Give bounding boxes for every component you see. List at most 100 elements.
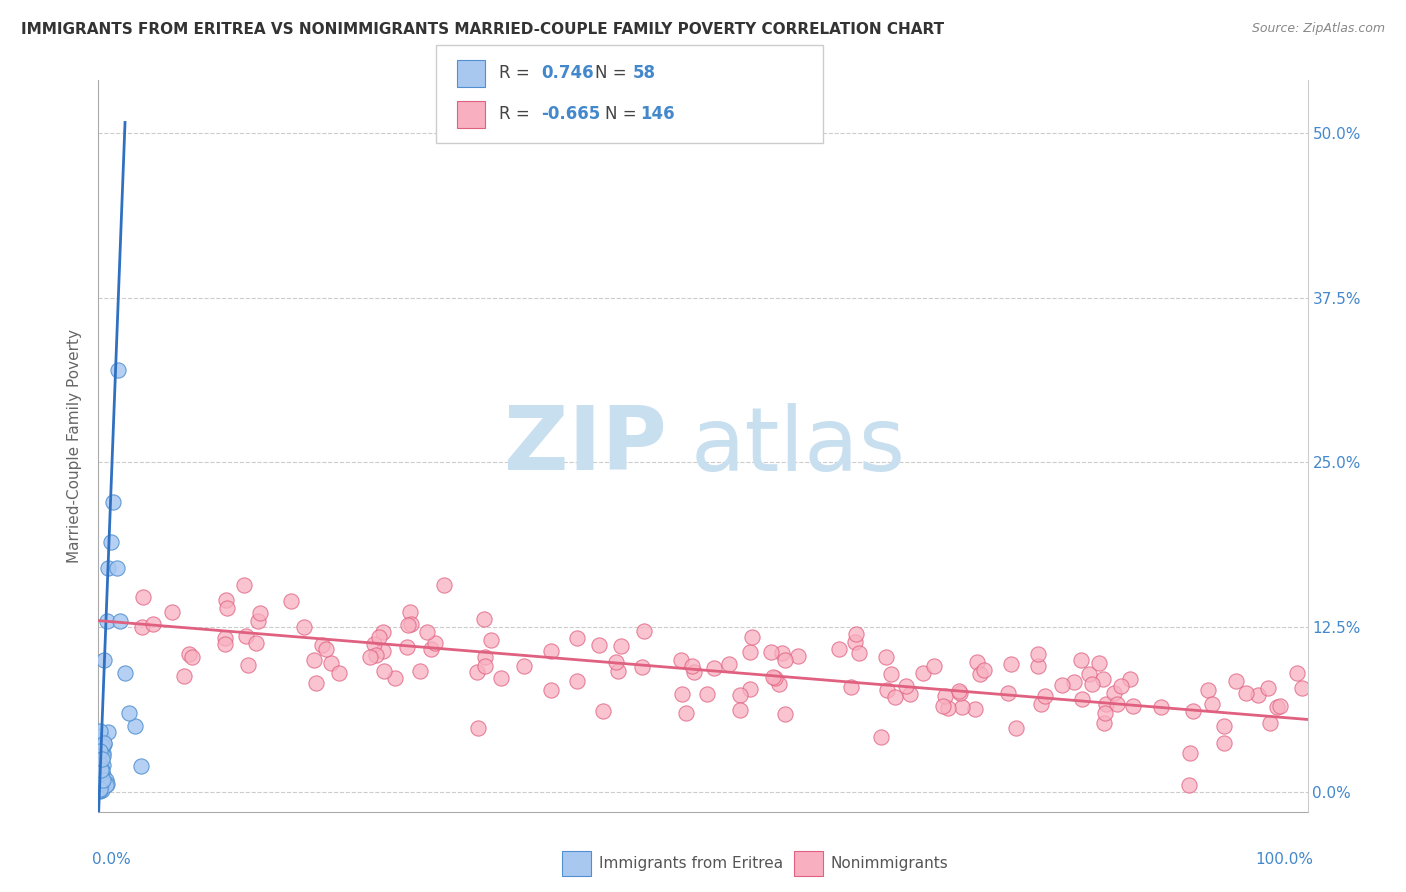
Point: [696, 687, 718, 701]
Point: [89, 765, 111, 780]
Point: [513, 658, 536, 673]
Point: [491, 672, 513, 686]
Point: [1070, 653, 1092, 667]
Point: [373, 664, 395, 678]
Text: -0.665: -0.665: [541, 105, 600, 123]
Point: [1109, 679, 1132, 693]
Point: [1026, 658, 1049, 673]
Point: [247, 615, 270, 629]
Point: [214, 637, 236, 651]
Point: [90, 763, 112, 777]
Point: [87, 756, 110, 770]
Point: [90, 763, 112, 777]
Point: [1095, 698, 1118, 712]
Point: [479, 632, 502, 647]
Point: [179, 648, 201, 662]
Point: [567, 632, 589, 646]
Point: [1201, 698, 1223, 712]
Text: Immigrants from Eritrea: Immigrants from Eritrea: [599, 856, 783, 871]
Point: [738, 681, 761, 696]
Point: [90, 739, 112, 754]
Point: [924, 659, 946, 673]
Point: [876, 683, 898, 698]
Point: [90, 730, 112, 744]
Point: [1268, 699, 1291, 714]
Point: [91, 746, 114, 760]
Point: [592, 704, 614, 718]
Point: [1257, 681, 1279, 695]
Y-axis label: Married-Couple Family Poverty: Married-Couple Family Poverty: [67, 329, 83, 563]
Point: [848, 646, 870, 660]
Text: R =: R =: [499, 64, 536, 82]
Point: [363, 637, 385, 651]
Point: [105, 561, 128, 575]
Point: [681, 658, 703, 673]
Point: [364, 648, 387, 662]
Point: [768, 677, 790, 691]
Point: [1260, 715, 1282, 730]
Point: [1150, 700, 1173, 714]
Point: [305, 676, 328, 690]
Point: [371, 643, 394, 657]
Point: [304, 652, 326, 666]
Point: [96, 778, 118, 792]
Point: [96, 777, 118, 791]
Point: [89, 761, 111, 775]
Point: [160, 605, 183, 619]
Point: [89, 756, 111, 771]
Point: [90, 766, 112, 780]
Text: 0.746: 0.746: [541, 64, 593, 82]
Text: N =: N =: [595, 64, 631, 82]
Point: [108, 614, 131, 628]
Point: [467, 665, 489, 679]
Point: [728, 688, 751, 702]
Point: [474, 650, 496, 665]
Point: [787, 649, 810, 664]
Text: 58: 58: [633, 64, 655, 82]
Point: [1177, 778, 1199, 792]
Point: [938, 701, 960, 715]
Text: N =: N =: [605, 105, 641, 123]
Point: [741, 630, 763, 644]
Point: [1285, 666, 1308, 681]
Point: [373, 625, 395, 640]
Point: [384, 671, 406, 685]
Point: [1122, 699, 1144, 714]
Point: [1102, 685, 1125, 699]
Point: [91, 773, 114, 788]
Point: [1081, 676, 1104, 690]
Point: [770, 646, 793, 660]
Point: [91, 749, 114, 764]
Point: [606, 664, 628, 678]
Point: [118, 706, 141, 720]
Point: [567, 674, 589, 689]
Point: [90, 773, 112, 788]
Point: [89, 770, 111, 784]
Point: [1247, 688, 1270, 702]
Point: [90, 775, 112, 789]
Point: [1000, 657, 1022, 671]
Point: [948, 684, 970, 698]
Point: [359, 650, 381, 665]
Point: [588, 638, 610, 652]
Point: [280, 593, 302, 607]
Point: [1105, 698, 1128, 712]
Point: [328, 666, 350, 681]
Point: [839, 681, 862, 695]
Point: [845, 627, 868, 641]
Point: [1291, 681, 1313, 696]
Point: [89, 756, 111, 771]
Point: [875, 649, 897, 664]
Point: [870, 730, 893, 744]
Point: [292, 620, 315, 634]
Point: [844, 635, 866, 649]
Point: [233, 578, 256, 592]
Point: [472, 612, 495, 626]
Point: [540, 644, 562, 658]
Text: ZIP: ZIP: [503, 402, 666, 490]
Point: [173, 669, 195, 683]
Point: [1225, 673, 1247, 688]
Point: [87, 744, 110, 758]
Point: [759, 645, 782, 659]
Point: [675, 706, 697, 721]
